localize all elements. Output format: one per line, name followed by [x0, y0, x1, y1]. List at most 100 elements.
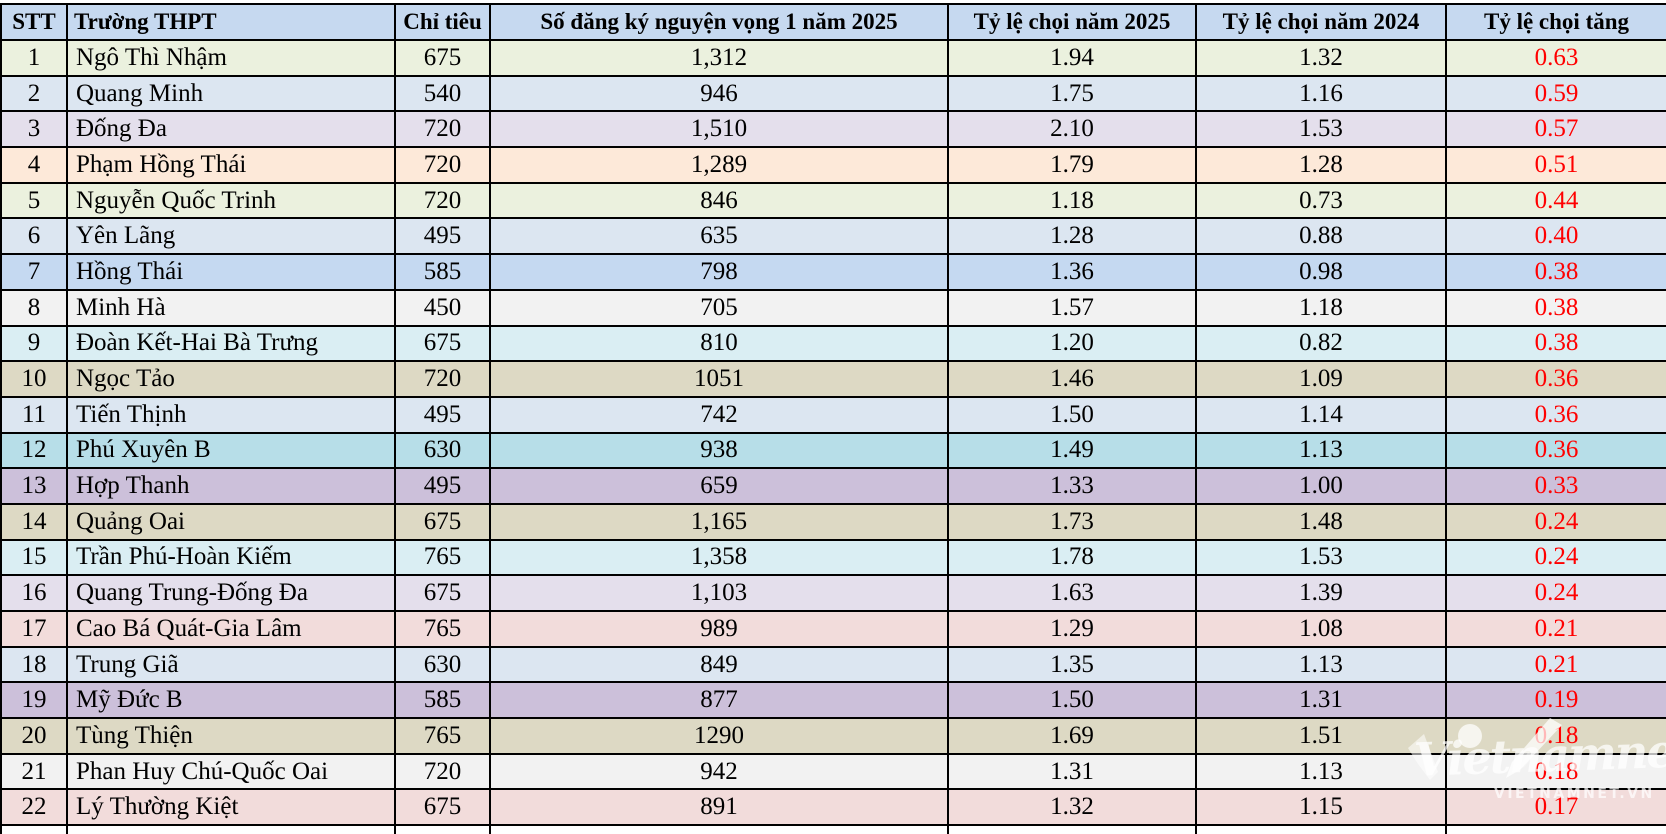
cell-reg: 635: [489, 217, 949, 256]
cell-school: Mỹ Đức B: [66, 681, 396, 720]
cell-inc: 0.21: [1445, 610, 1666, 648]
cell-quota: 495: [394, 217, 491, 256]
cell-r2025: 1.28: [947, 217, 1197, 256]
cell-school: Đống Đa: [66, 110, 396, 149]
cell-stt: 3: [0, 110, 68, 149]
table-row: 7 Hồng Thái 585 798 1.36 0.98 0.38: [0, 253, 1666, 291]
cell-reg: 877: [489, 681, 949, 720]
cell-reg: 1,165: [489, 502, 949, 541]
cell-r2025: 1.33: [947, 467, 1197, 505]
table-row: 4 Phạm Hồng Thái 720 1,289 1.79 1.28 0.51: [0, 146, 1666, 184]
cell-inc: 0.19: [1445, 681, 1666, 720]
table-row: 10 Ngọc Tảo 720 1051 1.46 1.09 0.36: [0, 360, 1666, 398]
cell-r2024: 1.13: [1195, 431, 1447, 470]
cell-inc: 0.38: [1445, 324, 1666, 363]
cell-quota: 720: [394, 360, 491, 398]
cell-school: Trung Giã: [66, 645, 396, 684]
column-header-quota: Chỉ tiêu: [394, 3, 491, 41]
cell-reg: 1,358: [489, 538, 949, 577]
cell-quota: 765: [394, 717, 491, 755]
table-row: 13 Hợp Thanh 495 659 1.33 1.00 0.33: [0, 467, 1666, 505]
table-row: 12 Phú Xuyên B 630 938 1.49 1.13 0.36: [0, 431, 1666, 470]
cell-stt: 1: [0, 39, 68, 77]
cell-school: Lý Thường Kiệt: [66, 788, 396, 827]
cell-r2025: 1.50: [947, 395, 1197, 434]
cell-reg: 659: [489, 467, 949, 505]
cell-r2024: 0.73: [1195, 181, 1447, 220]
cell-stt: 5: [0, 181, 68, 220]
cell-inc: 0.59: [1445, 74, 1666, 113]
cell-r2025: 1.29: [947, 610, 1197, 648]
cell-school: Yên Lãng: [66, 217, 396, 256]
cell-r2025: 1.69: [947, 717, 1197, 755]
cell-quota: 675: [394, 574, 491, 612]
cell-r2024: 1.18: [1195, 288, 1447, 327]
cell-stt: 2: [0, 74, 68, 113]
cell-r2025: 1.20: [947, 324, 1197, 363]
cell-r2024: 1.13: [1195, 645, 1447, 684]
table-row: 3 Đống Đa 720 1,510 2.10 1.53 0.57: [0, 110, 1666, 149]
cell-inc: 0.38: [1445, 288, 1666, 327]
cell-quota: 675: [394, 788, 491, 827]
cell-reg: 810: [489, 324, 949, 363]
cell-r2024: 1.53: [1195, 538, 1447, 577]
cell-r2025: 1.57: [947, 288, 1197, 327]
cell-empty: [66, 824, 396, 834]
header-row: STT Trường THPT Chỉ tiêu Số đăng ký nguyện …: [0, 3, 1666, 41]
table-row: 11 Tiến Thịnh 495 742 1.50 1.14 0.36: [0, 395, 1666, 434]
cell-school: Tiến Thịnh: [66, 395, 396, 434]
cell-school: Phạm Hồng Thái: [66, 146, 396, 184]
cell-quota: 720: [394, 752, 491, 791]
cell-stt: 19: [0, 681, 68, 720]
cell-school: Ngô Thì Nhậm: [66, 39, 396, 77]
table-row: 9 Đoàn Kết-Hai Bà Trưng 675 810 1.20 0.82 0.38: [0, 324, 1666, 363]
cell-reg: 942: [489, 752, 949, 791]
cell-quota: 495: [394, 395, 491, 434]
cell-stt: 6: [0, 217, 68, 256]
cell-r2024: 1.13: [1195, 752, 1447, 791]
cell-stt: 4: [0, 146, 68, 184]
cell-reg: 1290: [489, 717, 949, 755]
cell-empty: [0, 824, 68, 834]
cell-empty: [947, 824, 1197, 834]
cell-inc: 0.63: [1445, 39, 1666, 77]
cell-r2024: 1.31: [1195, 681, 1447, 720]
cell-r2025: 1.46: [947, 360, 1197, 398]
cell-r2024: 1.39: [1195, 574, 1447, 612]
cell-reg: 742: [489, 395, 949, 434]
table-row: 22 Lý Thường Kiệt 675 891 1.32 1.15 0.17: [0, 788, 1666, 827]
cell-school: Quảng Oai: [66, 502, 396, 541]
table-row: 18 Trung Giã 630 849 1.35 1.13 0.21: [0, 645, 1666, 684]
cell-quota: 720: [394, 146, 491, 184]
cell-reg: 705: [489, 288, 949, 327]
cell-school: Hồng Thái: [66, 253, 396, 291]
cell-r2025: 1.32: [947, 788, 1197, 827]
cell-inc: 0.57: [1445, 110, 1666, 149]
cell-r2025: 1.79: [947, 146, 1197, 184]
cell-reg: 798: [489, 253, 949, 291]
cell-reg: 849: [489, 645, 949, 684]
cell-r2025: 1.36: [947, 253, 1197, 291]
cell-school: Phú Xuyên B: [66, 431, 396, 470]
cell-inc: 0.51: [1445, 146, 1666, 184]
cell-r2024: 1.28: [1195, 146, 1447, 184]
cell-r2024: 0.82: [1195, 324, 1447, 363]
cell-inc: 0.36: [1445, 431, 1666, 470]
cell-empty: [1195, 824, 1447, 834]
cell-stt: 18: [0, 645, 68, 684]
table-row: 1 Ngô Thì Nhậm 675 1,312 1.94 1.32 0.63: [0, 39, 1666, 77]
cell-reg: 1,312: [489, 39, 949, 77]
table-row: 5 Nguyễn Quốc Trinh 720 846 1.18 0.73 0.44: [0, 181, 1666, 220]
cell-quota: 450: [394, 288, 491, 327]
cell-inc: 0.21: [1445, 645, 1666, 684]
cell-r2025: 1.35: [947, 645, 1197, 684]
cell-stt: 16: [0, 574, 68, 612]
column-header-reg: Số đăng ký nguyện vọng 1 năm 2025: [489, 3, 949, 41]
cell-school: Hợp Thanh: [66, 467, 396, 505]
cell-quota: 585: [394, 253, 491, 291]
table-row: 8 Minh Hà 450 705 1.57 1.18 0.38: [0, 288, 1666, 327]
column-header-r2024: Tỷ lệ chọi năm 2024: [1195, 3, 1447, 41]
cell-inc: 0.38: [1445, 253, 1666, 291]
cell-r2024: 0.88: [1195, 217, 1447, 256]
cell-quota: 765: [394, 538, 491, 577]
